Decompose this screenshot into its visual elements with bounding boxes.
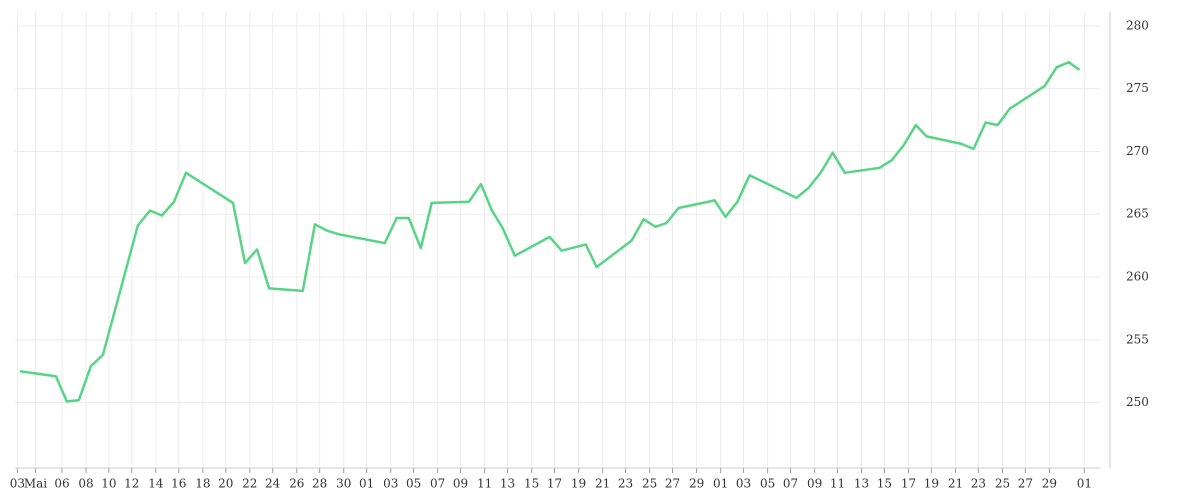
x-tick-label: 03 xyxy=(736,477,751,491)
x-tick-label: 07 xyxy=(430,477,445,491)
x-tick-label: 15 xyxy=(524,477,539,491)
x-tick-label: 26 xyxy=(289,477,304,491)
x-tick-label: 15 xyxy=(877,477,892,491)
x-tick-label: 16 xyxy=(171,477,186,491)
x-tick-label: 06 xyxy=(54,477,69,491)
y-tick-label: 270 xyxy=(1126,144,1149,158)
x-tick-label: 27 xyxy=(665,477,680,491)
x-tick-label: Mai xyxy=(24,477,47,491)
x-tick-label: 20 xyxy=(218,477,233,491)
y-tick-label: 265 xyxy=(1126,207,1149,221)
x-tick-label: 07 xyxy=(783,477,798,491)
x-tick-label: 19 xyxy=(571,477,586,491)
x-tick-label: 01 xyxy=(1077,477,1092,491)
line xyxy=(19,60,1081,403)
x-tick-label: 28 xyxy=(312,477,327,491)
x-tick-label: 25 xyxy=(995,477,1010,491)
x-tick-label: 19 xyxy=(924,477,939,491)
y-tick-label: 250 xyxy=(1126,395,1149,409)
y-tick-label: 260 xyxy=(1126,270,1149,284)
x-tick-label: 01 xyxy=(359,477,374,491)
x-tick-label: 11 xyxy=(830,477,845,491)
x-tick-label: 12 xyxy=(124,477,139,491)
x-tick-label: 05 xyxy=(760,477,775,491)
x-tick-label: 27 xyxy=(1018,477,1033,491)
x-tick-label: 25 xyxy=(642,477,657,491)
x-tick-label: 22 xyxy=(242,477,257,491)
x-tick-label: 24 xyxy=(265,477,281,491)
x-tick-label: 09 xyxy=(453,477,468,491)
x-tick-label: 03 xyxy=(10,477,25,491)
x-tick-label: 13 xyxy=(500,477,515,491)
x-tick-label: 09 xyxy=(807,477,822,491)
x-tick-label: 21 xyxy=(948,477,963,491)
x-tick-label: 18 xyxy=(195,477,210,491)
x-tick-label: 14 xyxy=(148,477,164,491)
x-tick-label: 29 xyxy=(689,477,704,491)
x-tick-label: 23 xyxy=(618,477,633,491)
x-tick-label: 30 xyxy=(336,477,351,491)
x-tick-label: 05 xyxy=(406,477,421,491)
x-tick-label: 21 xyxy=(595,477,610,491)
x-tick-label: 13 xyxy=(854,477,869,491)
y-tick-label: 255 xyxy=(1126,332,1149,346)
x-tick-label: 03 xyxy=(383,477,398,491)
x-tick-label: 01 xyxy=(713,477,728,491)
y-tick-label: 280 xyxy=(1126,18,1149,32)
x-tick-label: 10 xyxy=(101,477,116,491)
y-tick-label: 275 xyxy=(1126,81,1149,95)
x-tick-label: 29 xyxy=(1042,477,1057,491)
x-tick-label: 23 xyxy=(971,477,986,491)
x-tick-label: 17 xyxy=(901,477,916,491)
x-tick-label: 17 xyxy=(547,477,562,491)
x-tick-label: 11 xyxy=(477,477,492,491)
x-tick-label: 08 xyxy=(78,477,93,491)
